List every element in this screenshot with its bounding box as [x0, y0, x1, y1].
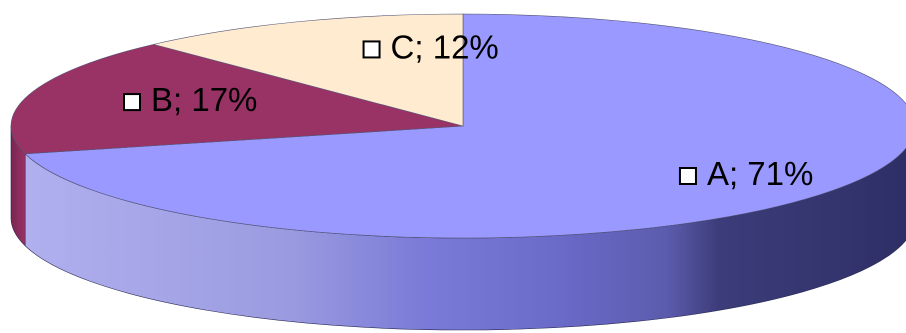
slice-label-c: C; 12% [362, 28, 499, 65]
slice-label-b: B; 17% [123, 81, 257, 118]
label-marker-box [123, 93, 141, 112]
label-marker-box [678, 167, 697, 185]
pie-slice-c [153, 13, 464, 127]
slice-label-text: B; 17% [151, 81, 257, 118]
slice-label-text: A; 71% [707, 155, 813, 192]
slice-label-a: A; 71% [678, 155, 813, 192]
pie-slice-b [10, 44, 464, 155]
slice-labels: A; 71% B; 17% C; 12% [123, 28, 813, 192]
slice-label-text: C; 12% [391, 28, 499, 65]
label-marker-box [362, 40, 381, 59]
